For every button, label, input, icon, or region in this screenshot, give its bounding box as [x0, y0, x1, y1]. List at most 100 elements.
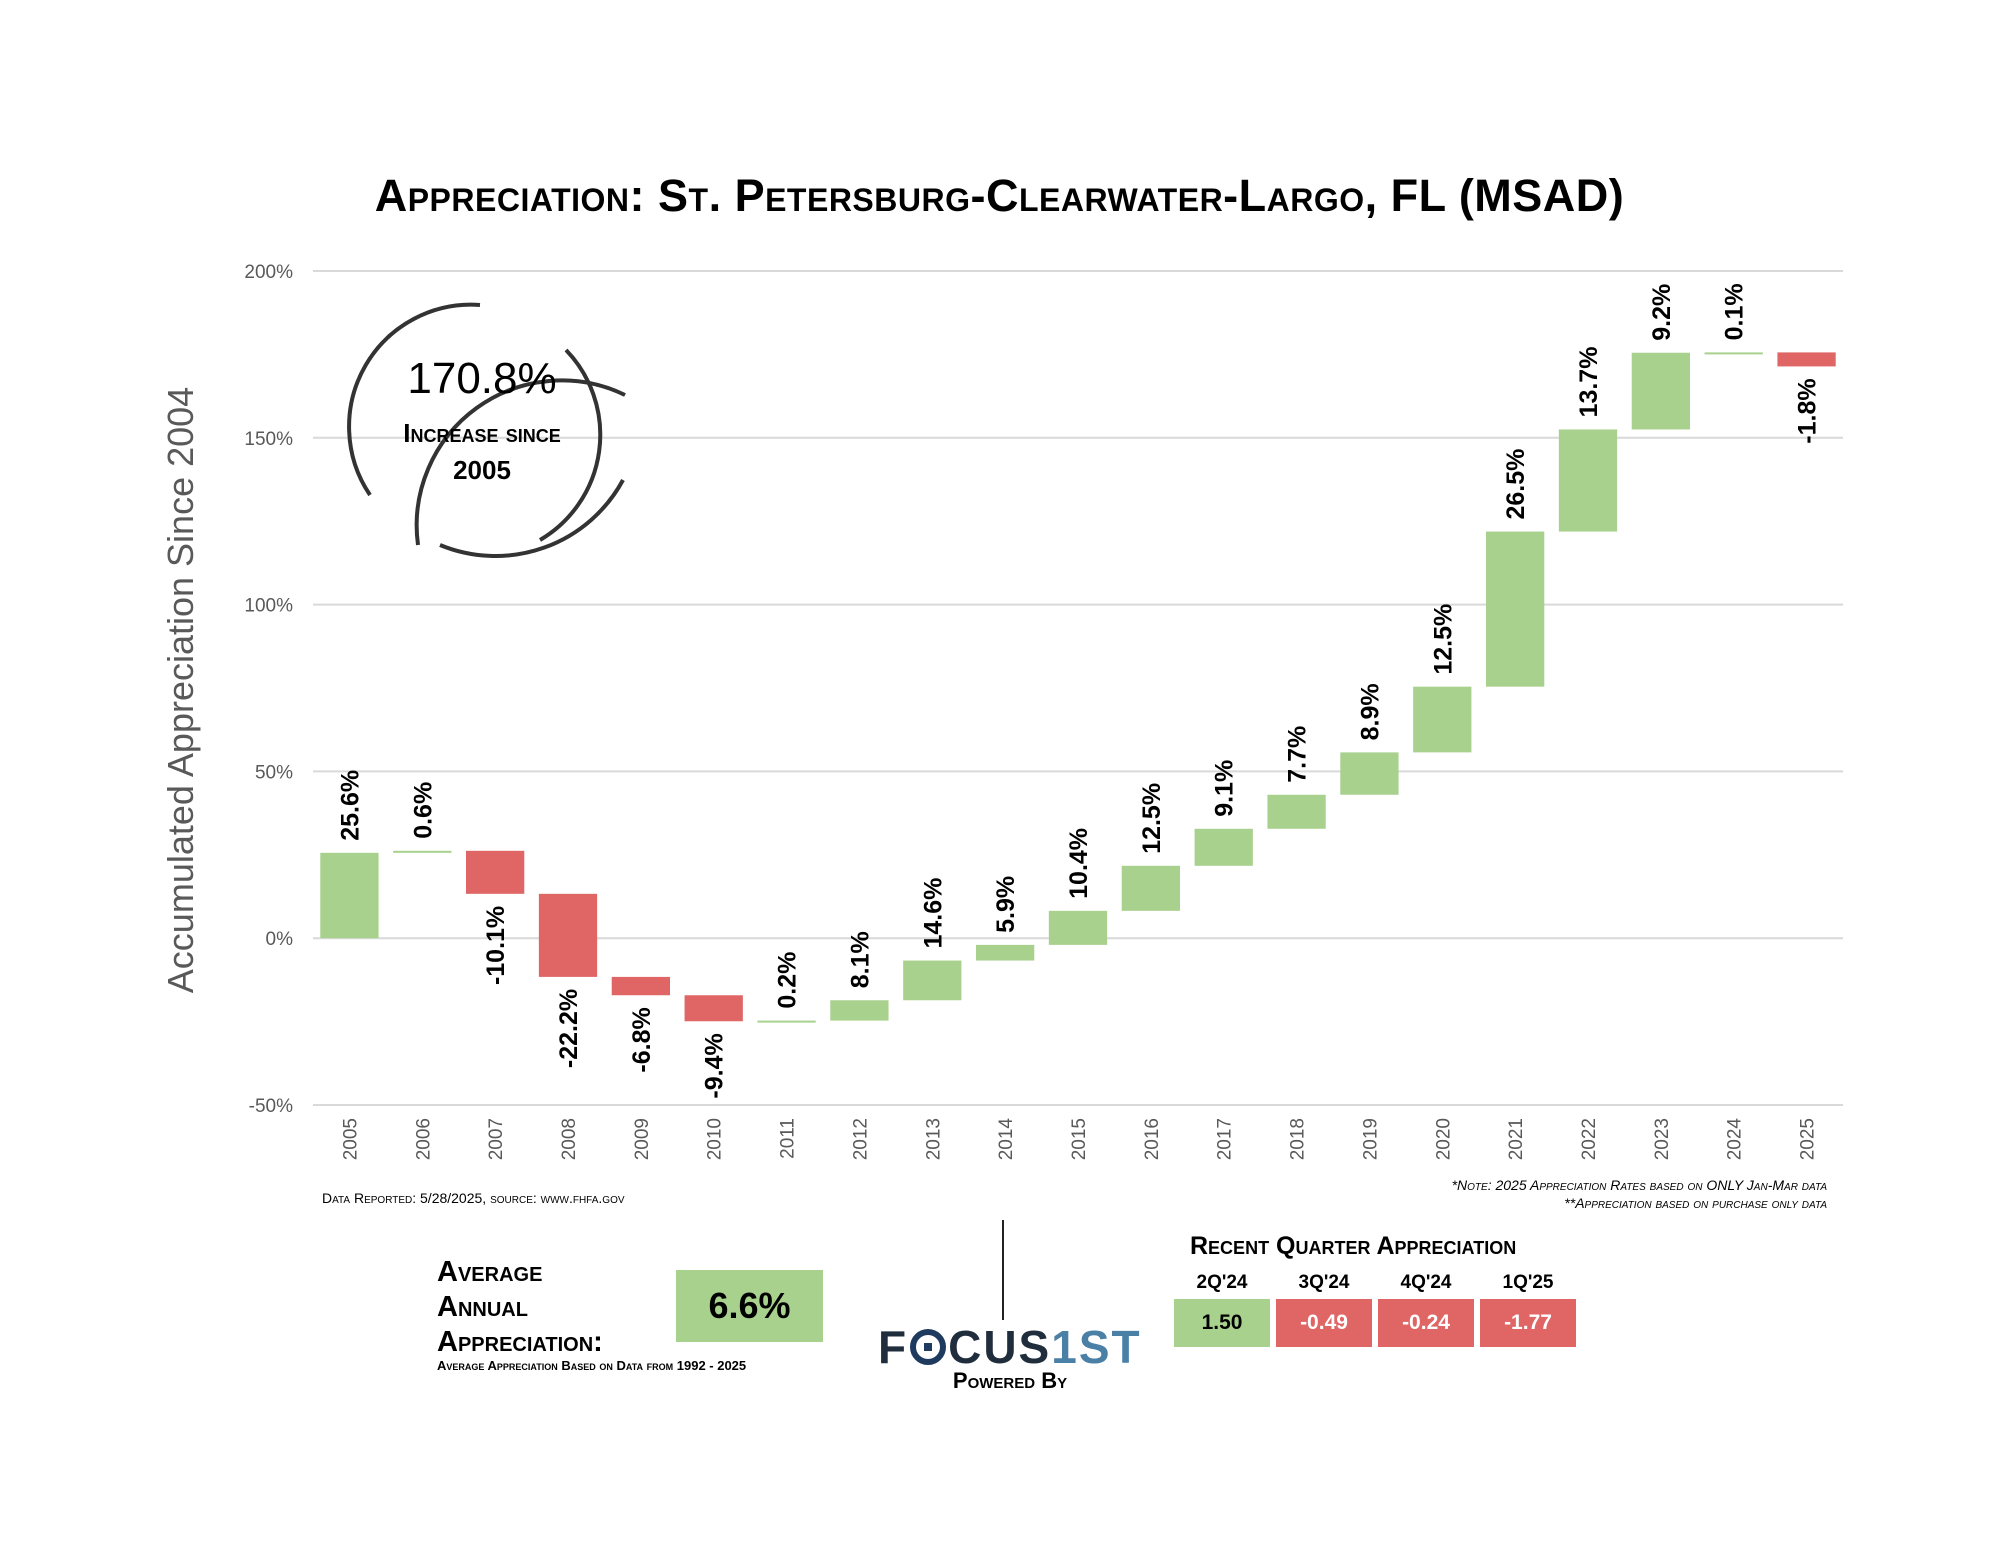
data-label: 5.9%	[992, 876, 1020, 933]
x-tick-label: 2021	[1506, 1118, 1527, 1160]
x-tick-label: 2020	[1433, 1118, 1454, 1160]
x-tick-label: 2009	[632, 1118, 653, 1160]
x-tick-label: 2006	[413, 1118, 434, 1160]
waterfall-bar	[393, 850, 452, 853]
waterfall-bar	[1121, 865, 1180, 911]
quarter-label: 3Q'24	[1298, 1272, 1350, 1293]
quarter-label: 2Q'24	[1196, 1272, 1248, 1293]
x-tick-label: 2011	[778, 1118, 799, 1159]
y-tick-label: 0%	[266, 929, 294, 950]
data-label: 0.2%	[774, 952, 802, 1009]
data-label: 13.7%	[1575, 347, 1603, 418]
data-label: -22.2%	[555, 989, 583, 1068]
callout-line1: Increase since	[403, 418, 561, 448]
x-tick-label: 2018	[1288, 1118, 1309, 1160]
logo-text-1st: 1ST	[1051, 1321, 1142, 1373]
waterfall-bar	[1267, 794, 1326, 829]
x-tick-label: 2008	[559, 1118, 580, 1160]
data-labels: 25.6% 0.6% -10.1% -22.2% -6.8% -9.4% 0.2% 8.1% 1…	[336, 283, 1821, 1098]
waterfall-bar	[1340, 752, 1399, 795]
waterfall-bar	[1486, 531, 1545, 687]
x-tick-label: 2017	[1215, 1118, 1236, 1160]
note-2025: *Note: 2025 Appreciation Rates based on …	[1451, 1177, 1827, 1193]
waterfall-bar	[1704, 352, 1763, 355]
x-tick-label: 2022	[1579, 1118, 1600, 1160]
waterfall-bar	[903, 960, 962, 1001]
quarter-label: 1Q'25	[1502, 1272, 1554, 1293]
note-purchase-only: **Appreciation based on purchase only da…	[1564, 1195, 1827, 1211]
quarter-value: -0.49	[1276, 1299, 1372, 1347]
divider-line	[1002, 1220, 1004, 1320]
average-value-box: 6.6%	[676, 1270, 823, 1342]
x-tick-label: 2012	[850, 1118, 871, 1160]
data-label: -1.8%	[1794, 378, 1822, 443]
data-label: 8.9%	[1356, 683, 1384, 740]
data-source-note: Data Reported: 5/28/2025, source: www.fh…	[322, 1190, 625, 1206]
waterfall-bar	[976, 944, 1035, 961]
waterfall-bar	[320, 852, 379, 939]
average-label-line1: Average	[437, 1256, 543, 1288]
data-label: 14.6%	[919, 878, 947, 949]
data-label: 25.6%	[336, 770, 364, 841]
y-tick-label: 50%	[255, 762, 293, 783]
waterfall-bar	[1558, 429, 1618, 532]
x-axis-ticks: 2005 2006 2007 2008 2009 2010 2011 2012 2013 2014…	[340, 1118, 1818, 1161]
logo-text-cus: CUS	[948, 1321, 1052, 1373]
data-label: -10.1%	[482, 906, 510, 985]
average-label-line2: Annual	[437, 1291, 528, 1323]
waterfall-bar	[1777, 352, 1836, 367]
quarter-value: 1.50	[1174, 1299, 1270, 1347]
waterfall-bar	[611, 976, 670, 996]
x-tick-label: 2023	[1652, 1118, 1673, 1160]
callout-line2: 2005	[453, 455, 511, 485]
waterfall-bar	[684, 995, 743, 1022]
data-label: 0.1%	[1721, 283, 1749, 340]
waterfall-bar	[830, 1000, 889, 1021]
waterfall-bar	[1194, 828, 1253, 866]
average-label: Average Annual Appreciation:	[437, 1255, 603, 1360]
data-label: 9.1%	[1211, 760, 1239, 817]
data-label: 7.7%	[1284, 726, 1312, 783]
quarter-value: -1.77	[1480, 1299, 1576, 1347]
x-tick-label: 2005	[340, 1118, 361, 1160]
callout: 170.8% Increase since 2005	[337, 354, 627, 486]
x-tick-label: 2010	[705, 1118, 726, 1160]
x-tick-label: 2024	[1725, 1118, 1746, 1161]
data-label: 10.4%	[1065, 828, 1093, 899]
y-tick-label: -50%	[249, 1096, 293, 1117]
waterfall-bar	[1631, 352, 1690, 430]
waterfall-bar	[466, 850, 525, 894]
waterfall-bar	[538, 893, 598, 977]
x-tick-label: 2007	[486, 1118, 507, 1160]
y-axis-label: Accumulated Appreciation Since 2004	[160, 387, 201, 993]
y-axis-ticks: -50% 0% 50% 100% 150% 200%	[244, 262, 293, 1117]
waterfall-bar	[757, 1020, 816, 1023]
y-tick-label: 100%	[244, 596, 293, 617]
recent-quarter-title: Recent Quarter Appreciation	[1190, 1232, 1517, 1260]
average-label-line3: Appreciation:	[437, 1326, 603, 1358]
x-tick-label: 2015	[1069, 1118, 1090, 1160]
focus1st-logo: F CUS 1ST	[878, 1320, 1142, 1374]
x-tick-label: 2019	[1360, 1118, 1381, 1160]
average-subtitle: Average Appreciation Based on Data from …	[437, 1358, 747, 1373]
data-label: 12.5%	[1138, 783, 1166, 854]
powered-by: Powered By	[952, 1368, 1068, 1393]
bars	[320, 352, 1836, 1023]
quarter-value: -0.24	[1378, 1299, 1474, 1347]
y-tick-label: 200%	[244, 262, 293, 283]
y-tick-label: 150%	[244, 429, 293, 450]
x-tick-label: 2014	[996, 1118, 1017, 1161]
notes-right: *Note: 2025 Appreciation Rates based on …	[1452, 1176, 1827, 1212]
x-tick-label: 2013	[923, 1118, 944, 1160]
data-label: -9.4%	[701, 1033, 729, 1098]
data-label: -6.8%	[628, 1007, 656, 1072]
data-label: 9.2%	[1648, 284, 1676, 341]
data-label: 26.5%	[1502, 449, 1530, 520]
quarter-label: 4Q'24	[1400, 1272, 1452, 1293]
waterfall-bar	[1413, 686, 1472, 753]
logo-text-f: F	[878, 1321, 909, 1373]
house-icon	[910, 1329, 947, 1365]
chart-title: Appreciation: St. Petersburg-Clearwater-…	[374, 170, 1625, 221]
x-tick-label: 2016	[1142, 1118, 1163, 1160]
